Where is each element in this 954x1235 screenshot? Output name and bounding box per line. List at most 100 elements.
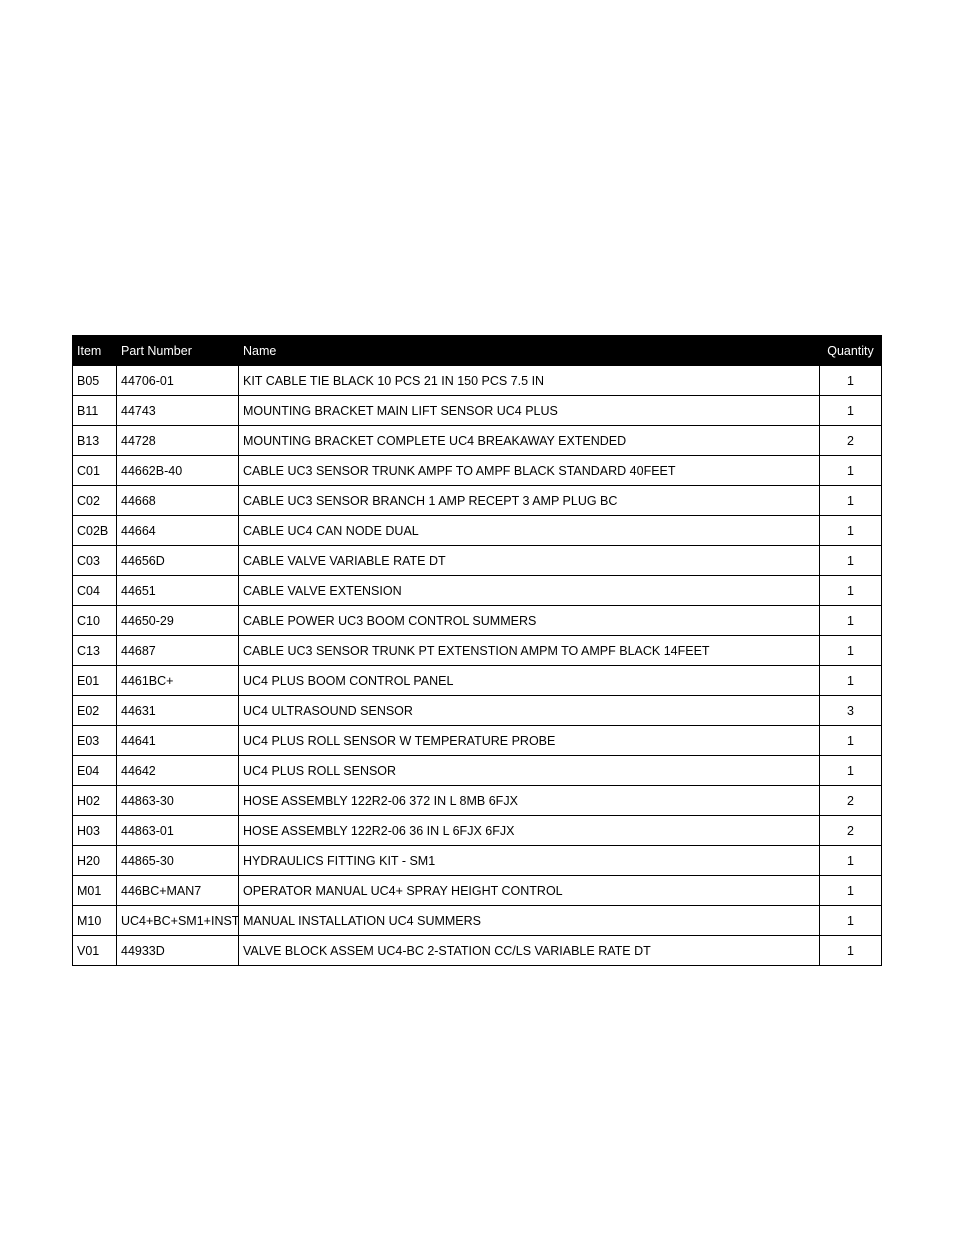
cell-name: MOUNTING BRACKET COMPLETE UC4 BREAKAWAY … <box>239 426 820 456</box>
cell-item: C10 <box>73 606 117 636</box>
table-row: M10UC4+BC+SM1+INSTMANUAL INSTALLATION UC… <box>73 906 882 936</box>
col-header-item: Item <box>73 336 117 366</box>
table-row: B0544706-01KIT CABLE TIE BLACK 10 PCS 21… <box>73 366 882 396</box>
cell-item: C02 <box>73 486 117 516</box>
cell-part-number: 44668 <box>117 486 239 516</box>
col-header-name: Name <box>239 336 820 366</box>
cell-item: H20 <box>73 846 117 876</box>
cell-name: HOSE ASSEMBLY 122R2-06 36 IN L 6FJX 6FJX <box>239 816 820 846</box>
cell-quantity: 1 <box>820 756 882 786</box>
table-row: B1144743MOUNTING BRACKET MAIN LIFT SENSO… <box>73 396 882 426</box>
table-header-row: Item Part Number Name Quantity <box>73 336 882 366</box>
cell-name: CABLE VALVE VARIABLE RATE DT <box>239 546 820 576</box>
cell-item: B11 <box>73 396 117 426</box>
col-header-part-number: Part Number <box>117 336 239 366</box>
cell-item: E03 <box>73 726 117 756</box>
cell-part-number: 44650-29 <box>117 606 239 636</box>
cell-item: C02B <box>73 516 117 546</box>
cell-name: CABLE UC3 SENSOR TRUNK PT EXTENSTION AMP… <box>239 636 820 666</box>
cell-name: HYDRAULICS FITTING KIT - SM1 <box>239 846 820 876</box>
cell-name: UC4 PLUS ROLL SENSOR W TEMPERATURE PROBE <box>239 726 820 756</box>
cell-quantity: 2 <box>820 816 882 846</box>
cell-quantity: 1 <box>820 546 882 576</box>
table-row: H2044865-30HYDRAULICS FITTING KIT - SM11 <box>73 846 882 876</box>
cell-part-number: 44631 <box>117 696 239 726</box>
table-row: E0444642UC4 PLUS ROLL SENSOR1 <box>73 756 882 786</box>
cell-name: MANUAL INSTALLATION UC4 SUMMERS <box>239 906 820 936</box>
cell-quantity: 1 <box>820 876 882 906</box>
cell-quantity: 1 <box>820 366 882 396</box>
cell-item: M10 <box>73 906 117 936</box>
cell-name: CABLE UC3 SENSOR BRANCH 1 AMP RECEPT 3 A… <box>239 486 820 516</box>
cell-part-number: 44687 <box>117 636 239 666</box>
cell-name: HOSE ASSEMBLY 122R2-06 372 IN L 8MB 6FJX <box>239 786 820 816</box>
cell-item: C13 <box>73 636 117 666</box>
table-row: B1344728MOUNTING BRACKET COMPLETE UC4 BR… <box>73 426 882 456</box>
cell-part-number: 44664 <box>117 516 239 546</box>
table-row: M01446BC+MAN7OPERATOR MANUAL UC4+ SPRAY … <box>73 876 882 906</box>
cell-name: UC4 PLUS ROLL SENSOR <box>239 756 820 786</box>
cell-item: E04 <box>73 756 117 786</box>
cell-part-number: 44863-01 <box>117 816 239 846</box>
cell-item: E02 <box>73 696 117 726</box>
cell-quantity: 1 <box>820 936 882 966</box>
table-row: C0444651CABLE VALVE EXTENSION1 <box>73 576 882 606</box>
cell-part-number: 4461BC+ <box>117 666 239 696</box>
cell-name: MOUNTING BRACKET MAIN LIFT SENSOR UC4 PL… <box>239 396 820 426</box>
table-row: C1044650-29CABLE POWER UC3 BOOM CONTROL … <box>73 606 882 636</box>
cell-quantity: 1 <box>820 456 882 486</box>
table-row: E0344641UC4 PLUS ROLL SENSOR W TEMPERATU… <box>73 726 882 756</box>
cell-quantity: 1 <box>820 486 882 516</box>
table-row: C02B44664CABLE UC4 CAN NODE DUAL1 <box>73 516 882 546</box>
cell-name: UC4 ULTRASOUND SENSOR <box>239 696 820 726</box>
cell-quantity: 1 <box>820 846 882 876</box>
table-row: H0244863-30HOSE ASSEMBLY 122R2-06 372 IN… <box>73 786 882 816</box>
cell-part-number: 44865-30 <box>117 846 239 876</box>
cell-quantity: 1 <box>820 666 882 696</box>
cell-item: E01 <box>73 666 117 696</box>
cell-part-number: 44642 <box>117 756 239 786</box>
cell-item: C04 <box>73 576 117 606</box>
page: Item Part Number Name Quantity B0544706-… <box>0 0 954 1235</box>
table-row: E014461BC+UC4 PLUS BOOM CONTROL PANEL1 <box>73 666 882 696</box>
cell-quantity: 1 <box>820 396 882 426</box>
cell-part-number: 446BC+MAN7 <box>117 876 239 906</box>
cell-item: V01 <box>73 936 117 966</box>
cell-name: UC4 PLUS BOOM CONTROL PANEL <box>239 666 820 696</box>
cell-item: C01 <box>73 456 117 486</box>
cell-quantity: 2 <box>820 786 882 816</box>
cell-item: M01 <box>73 876 117 906</box>
table-row: E0244631UC4 ULTRASOUND SENSOR3 <box>73 696 882 726</box>
cell-part-number: 44656D <box>117 546 239 576</box>
cell-part-number: UC4+BC+SM1+INST <box>117 906 239 936</box>
cell-item: C03 <box>73 546 117 576</box>
table-row: C0244668CABLE UC3 SENSOR BRANCH 1 AMP RE… <box>73 486 882 516</box>
cell-part-number: 44933D <box>117 936 239 966</box>
cell-quantity: 1 <box>820 906 882 936</box>
cell-quantity: 1 <box>820 606 882 636</box>
cell-quantity: 1 <box>820 576 882 606</box>
cell-part-number: 44728 <box>117 426 239 456</box>
cell-item: B13 <box>73 426 117 456</box>
table-row: C0344656DCABLE VALVE VARIABLE RATE DT1 <box>73 546 882 576</box>
cell-name: OPERATOR MANUAL UC4+ SPRAY HEIGHT CONTRO… <box>239 876 820 906</box>
cell-quantity: 1 <box>820 726 882 756</box>
cell-quantity: 1 <box>820 636 882 666</box>
cell-name: CABLE UC4 CAN NODE DUAL <box>239 516 820 546</box>
cell-item: H03 <box>73 816 117 846</box>
cell-item: B05 <box>73 366 117 396</box>
cell-part-number: 44662B-40 <box>117 456 239 486</box>
table-row: V0144933DVALVE BLOCK ASSEM UC4-BC 2-STAT… <box>73 936 882 966</box>
cell-name: VALVE BLOCK ASSEM UC4-BC 2-STATION CC/LS… <box>239 936 820 966</box>
table-header: Item Part Number Name Quantity <box>73 336 882 366</box>
cell-name: CABLE POWER UC3 BOOM CONTROL SUMMERS <box>239 606 820 636</box>
cell-quantity: 2 <box>820 426 882 456</box>
col-header-quantity: Quantity <box>820 336 882 366</box>
table-row: C0144662B-40CABLE UC3 SENSOR TRUNK AMPF … <box>73 456 882 486</box>
cell-name: CABLE VALVE EXTENSION <box>239 576 820 606</box>
table-body: B0544706-01KIT CABLE TIE BLACK 10 PCS 21… <box>73 366 882 966</box>
cell-part-number: 44706-01 <box>117 366 239 396</box>
table-row: H0344863-01HOSE ASSEMBLY 122R2-06 36 IN … <box>73 816 882 846</box>
cell-name: CABLE UC3 SENSOR TRUNK AMPF TO AMPF BLAC… <box>239 456 820 486</box>
parts-table-container: Item Part Number Name Quantity B0544706-… <box>72 335 882 966</box>
